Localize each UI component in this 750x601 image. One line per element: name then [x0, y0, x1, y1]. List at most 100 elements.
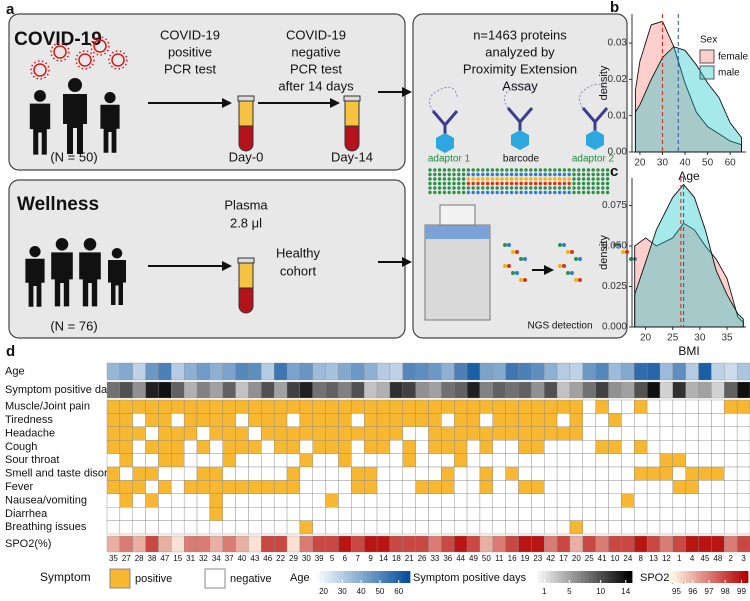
symptom-cell	[711, 480, 725, 494]
colorbar-segment	[386, 571, 391, 583]
symptom-cell	[222, 507, 236, 521]
symptom-cell	[312, 466, 326, 481]
symptom-cell	[646, 507, 661, 521]
sequence-dot	[476, 177, 480, 181]
sequence-dot	[605, 186, 610, 190]
sequence-dot	[601, 190, 605, 195]
sequence-dot	[505, 186, 509, 190]
symptom-cell	[222, 413, 236, 427]
column-label: 18	[392, 554, 401, 563]
column-label: 42	[546, 554, 555, 563]
symptom-cell	[235, 399, 249, 414]
heat-cell	[505, 381, 519, 399]
column-label: 2	[728, 554, 733, 563]
sequence-dot	[519, 177, 523, 181]
heat-cell	[248, 535, 262, 553]
colorbar-segment	[735, 571, 739, 583]
symptom-cell	[608, 520, 622, 535]
heat-cell	[261, 381, 275, 399]
sequencer-icon	[425, 225, 490, 239]
symptom-cell	[582, 507, 596, 521]
symptom-cell	[119, 493, 133, 508]
symptom-cell	[518, 480, 532, 494]
symptom-cell	[646, 426, 661, 441]
column-label: 10	[611, 554, 620, 563]
column-label: 31	[186, 554, 195, 563]
symptom-cell	[235, 493, 249, 508]
symptom-cell	[428, 493, 442, 508]
heat-cell	[351, 381, 365, 399]
heat-cell	[261, 362, 275, 381]
symptom-cell	[634, 480, 648, 494]
colorbar-tick-label: 97	[705, 587, 714, 596]
symptom-cell	[621, 413, 635, 427]
symptom-cell	[196, 426, 211, 441]
heat-cell	[171, 362, 185, 381]
read-dot	[519, 257, 523, 261]
heat-cell	[698, 381, 712, 399]
heat-cell	[106, 535, 121, 553]
symptom-cell	[106, 399, 121, 414]
colorbar-segment	[585, 571, 590, 583]
symptom-cell	[209, 453, 223, 468]
symptom-cell	[364, 426, 378, 441]
symptom-cell	[621, 480, 635, 494]
symptom-cell	[672, 507, 686, 521]
symptom-cell	[261, 466, 275, 481]
sequence-dot	[572, 168, 576, 172]
heat-cell	[261, 535, 275, 553]
column-label: 1	[677, 554, 682, 563]
symptom-cell	[299, 399, 313, 414]
heat-cell	[389, 362, 403, 381]
heat-cell	[724, 535, 738, 553]
heat-cell	[402, 381, 416, 399]
read-dot	[621, 250, 625, 254]
colorbar-segment	[686, 571, 690, 583]
column-label: 6	[343, 554, 348, 563]
colorbar-tick-label: 30	[338, 587, 347, 596]
heat-cell	[685, 362, 699, 381]
symptom-cell	[711, 399, 725, 414]
heat-cell	[145, 381, 159, 399]
symptom-cell	[286, 480, 301, 494]
sequence-dot	[505, 168, 509, 172]
sequence-dot	[519, 172, 523, 177]
sequence-dot	[505, 190, 509, 195]
symptom-cell	[608, 493, 622, 508]
sequence-dot	[577, 172, 581, 177]
sequence-dot	[553, 190, 557, 195]
symptom-cell	[544, 480, 558, 494]
symptom-cell	[248, 453, 262, 468]
column-label: 5	[330, 554, 335, 563]
column-label: 32	[199, 554, 208, 563]
x-tick-label: 30	[694, 333, 706, 344]
symptom-cell	[145, 520, 159, 535]
symptom-cell	[659, 493, 674, 508]
sequence-dot	[495, 177, 499, 181]
column-label: 40	[238, 554, 247, 563]
symptom-cell	[389, 440, 403, 454]
sequence-dot	[529, 181, 533, 186]
heat-cell	[595, 535, 609, 553]
symptom-cell	[531, 480, 545, 494]
symptom-cell	[621, 399, 635, 414]
sequence-dot	[601, 181, 605, 186]
heat-cell	[299, 535, 313, 553]
symptom-cell	[158, 426, 172, 441]
symptom-cell	[685, 507, 699, 521]
sequence-dot	[452, 177, 456, 181]
heat-cell	[724, 381, 738, 399]
heat-cell	[286, 362, 301, 381]
symptom-cell	[724, 480, 738, 494]
symptom-cell	[518, 520, 532, 535]
heat-cell	[556, 362, 571, 381]
symptom-cell	[235, 507, 249, 521]
symptom-cell	[209, 440, 223, 454]
sequence-dot	[567, 190, 571, 195]
symptom-cell	[569, 399, 584, 414]
x-tick-label: 50	[702, 158, 714, 169]
symptom-cell	[248, 507, 262, 521]
tube-icon	[343, 95, 361, 102]
symptom-cell	[171, 440, 185, 454]
negative-test: negative	[291, 44, 340, 59]
